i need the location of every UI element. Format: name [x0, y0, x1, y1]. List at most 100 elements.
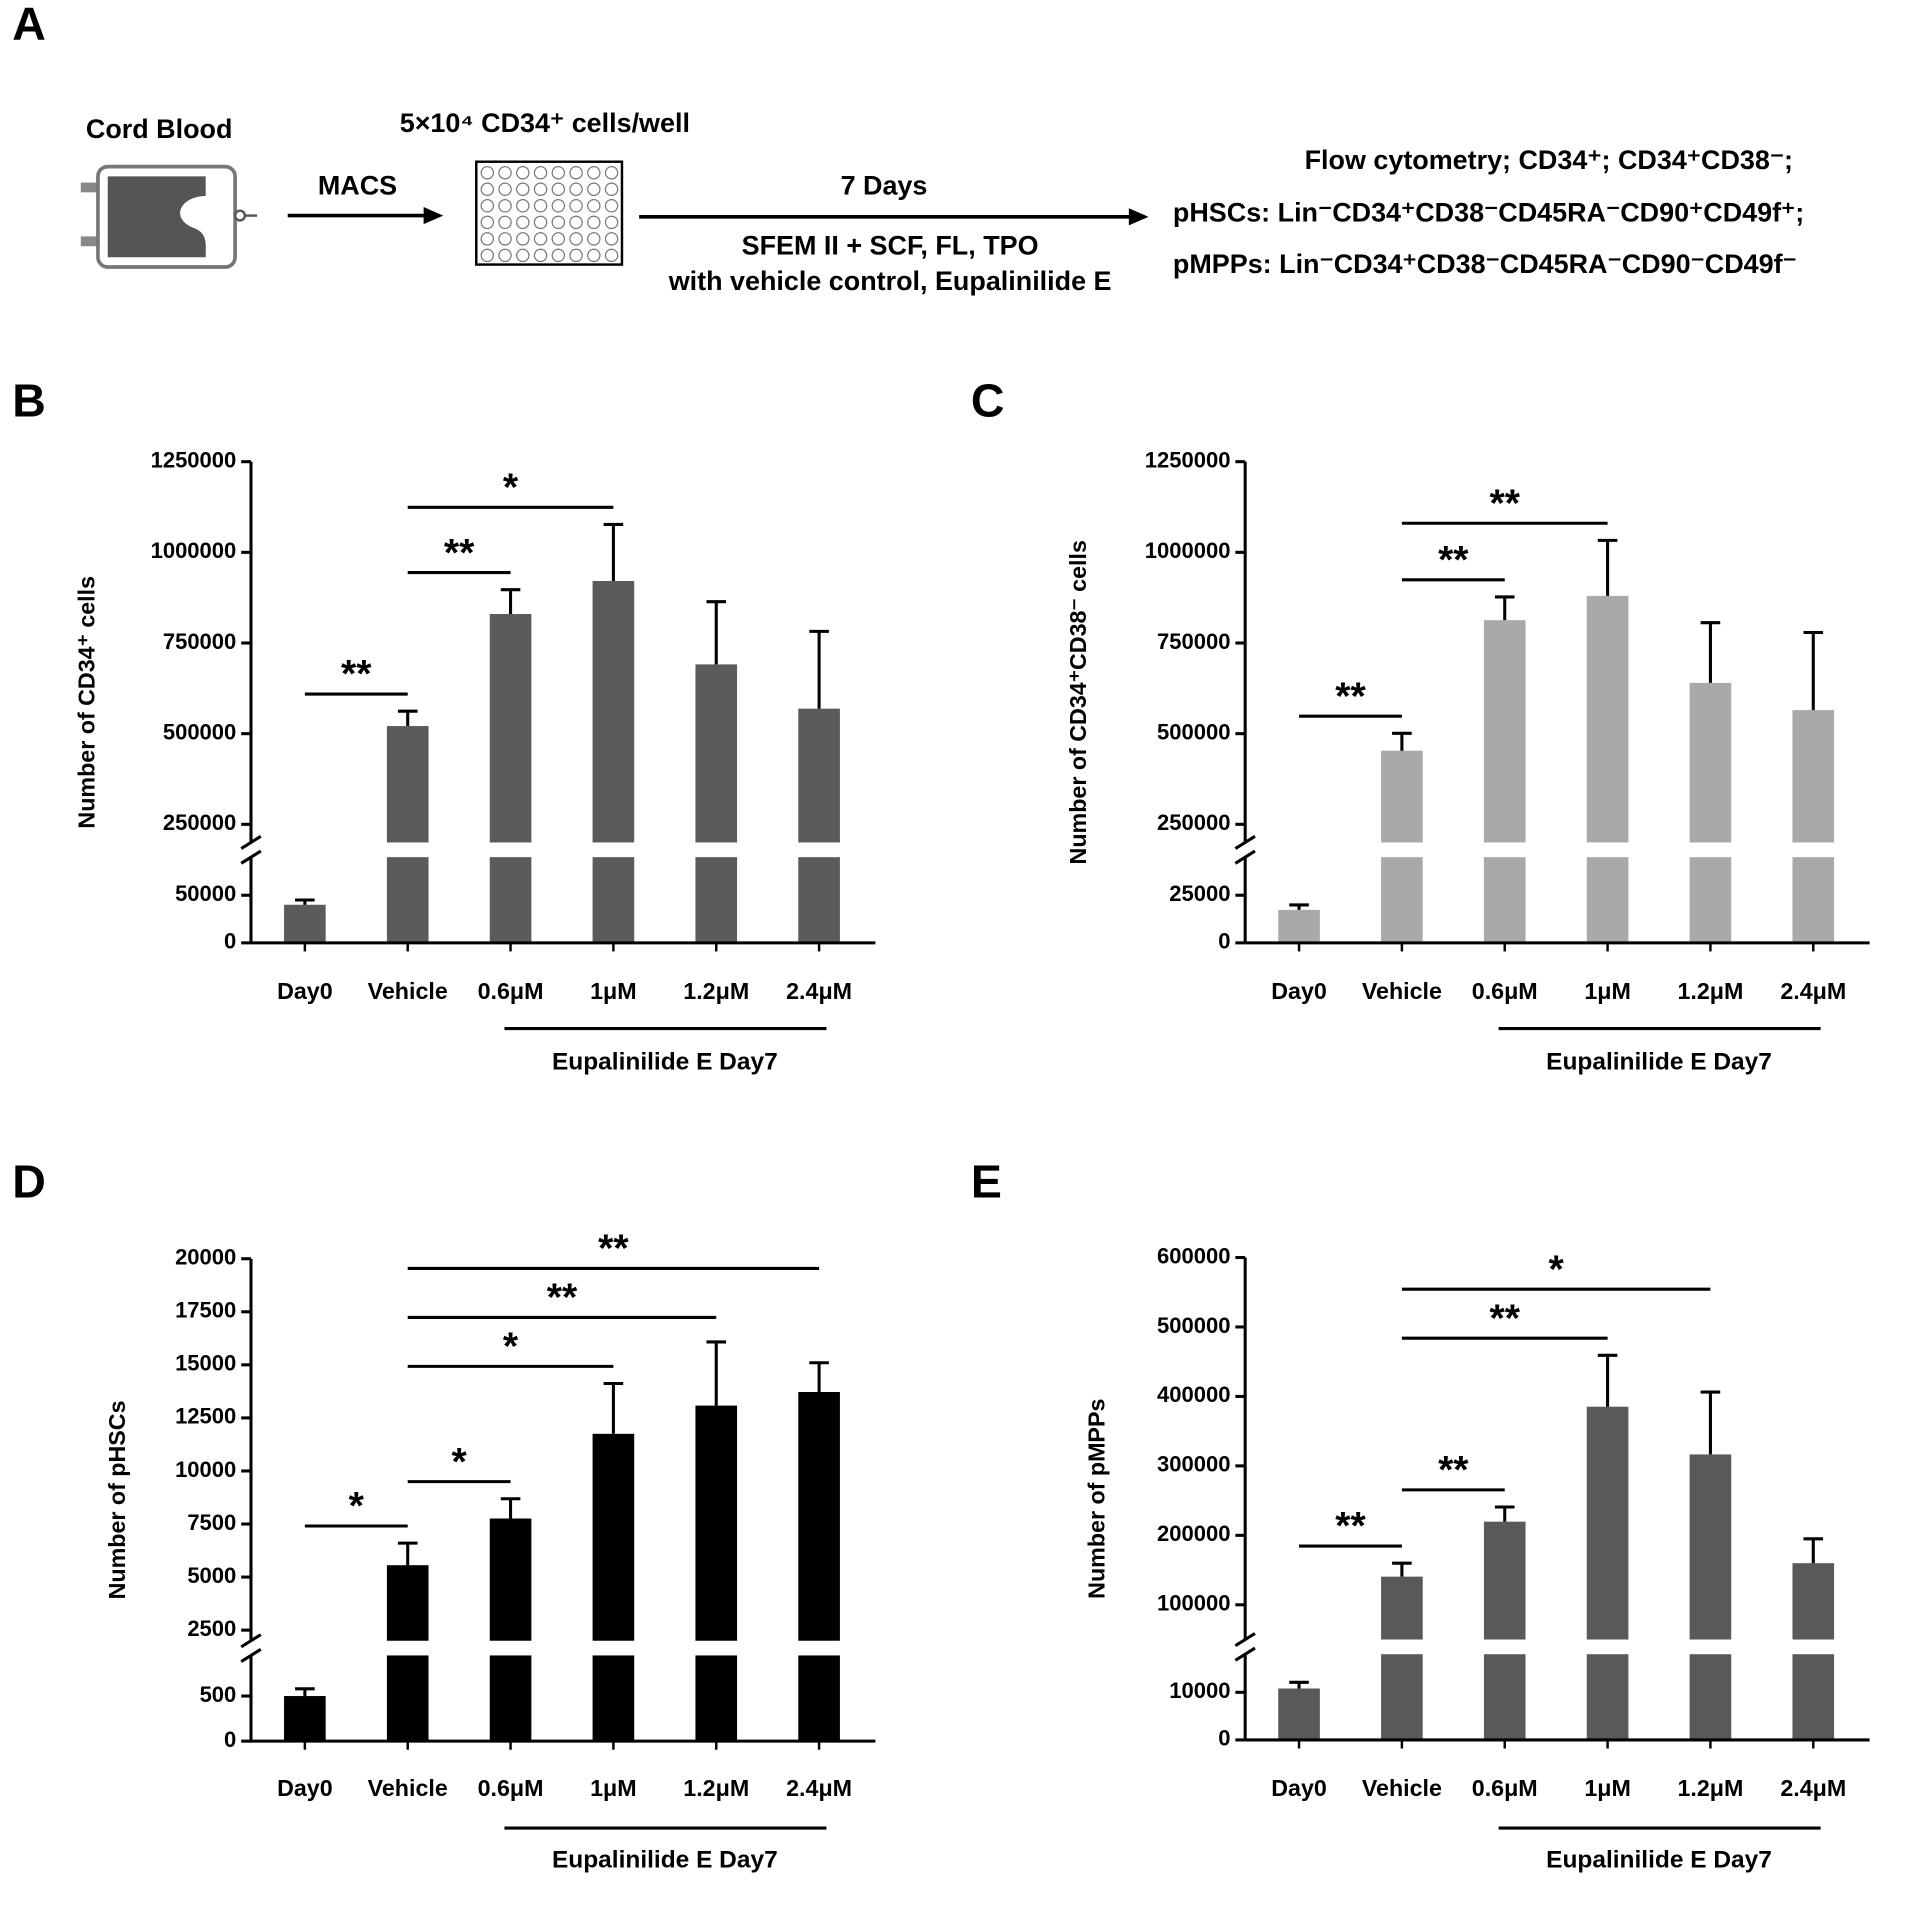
significance-label: ** — [1335, 675, 1366, 718]
error-bar — [1494, 595, 1515, 621]
bar — [284, 904, 326, 943]
axis-break-gap — [252, 1640, 877, 1656]
y-tick-label: 250000 — [163, 810, 236, 835]
bar — [1689, 1454, 1732, 1740]
axis-break-mark — [240, 1633, 262, 1649]
x-tick-label: Day0 — [1271, 1775, 1327, 1801]
y-tick-label: 25000 — [1169, 881, 1230, 906]
well — [587, 166, 601, 180]
well — [569, 166, 583, 180]
blood-bag-icon — [80, 164, 258, 269]
cells-label: 5×10⁴ CD34⁺ cells/well — [400, 108, 690, 138]
significance-label: ** — [1438, 1449, 1469, 1492]
well — [551, 232, 566, 246]
y-tick-label: 600000 — [1157, 1243, 1230, 1268]
axis-break-mark — [240, 835, 262, 850]
y-tick-label: 500000 — [163, 719, 236, 744]
well — [551, 215, 566, 230]
well — [533, 182, 548, 196]
error-bar — [397, 709, 418, 727]
well — [587, 248, 601, 263]
significance-label: ** — [1489, 482, 1520, 525]
y-tick-label: 0 — [224, 929, 236, 954]
well — [516, 199, 530, 213]
significance-label: * — [503, 1326, 519, 1369]
error-bar — [603, 1381, 624, 1434]
x-tick-label: 2.4μM — [786, 1775, 852, 1801]
bar — [798, 1392, 840, 1742]
panel-a: A Cord Blood MACS 5×10⁴ CD34⁺ cells/well… — [12, 0, 1804, 296]
axis-break-gap — [252, 842, 877, 858]
significance-label: * — [1549, 1248, 1565, 1291]
well — [551, 182, 566, 196]
bar — [1381, 1576, 1423, 1740]
significance-label: ** — [1489, 1297, 1520, 1340]
axis-break-gap — [1246, 842, 1871, 858]
x-tick-label: 1.2μM — [1677, 1775, 1743, 1801]
y-tick-label: 12500 — [175, 1404, 236, 1429]
significance-label: ** — [547, 1277, 578, 1320]
panel-letter: C — [971, 374, 1005, 426]
x-tick-label: 2.4μM — [1780, 978, 1846, 1004]
treatment-label: with vehicle control, Eupalinilide E — [668, 266, 1112, 296]
y-tick-label: 500000 — [1157, 1313, 1230, 1338]
y-axis-label: Number of CD34⁺ cells — [73, 576, 99, 829]
y-tick-label: 1250000 — [151, 447, 237, 472]
well — [480, 182, 495, 196]
y-tick-label: 500 — [200, 1682, 237, 1707]
well — [587, 199, 601, 213]
axis-break-mark — [240, 1648, 262, 1663]
panel-letter: D — [12, 1156, 46, 1208]
well — [533, 199, 548, 213]
x-tick-label: Vehicle — [368, 978, 448, 1004]
x-tick-label: Vehicle — [368, 1775, 448, 1801]
group-label: Eupalinilide E Day7 — [1546, 1847, 1772, 1874]
well — [604, 248, 619, 263]
error-bar — [1494, 1505, 1515, 1522]
bar — [798, 708, 840, 943]
well — [533, 215, 548, 230]
well — [516, 166, 530, 180]
well — [569, 199, 583, 213]
x-tick-label: 0.6μM — [478, 978, 544, 1004]
x-tick-label: Vehicle — [1362, 1775, 1442, 1801]
error-bar — [1597, 1353, 1618, 1407]
y-tick-label: 1250000 — [1145, 447, 1231, 472]
bar — [489, 1518, 532, 1742]
y-tick-label: 17500 — [175, 1298, 236, 1323]
x-tick-label: 1.2μM — [683, 978, 749, 1004]
error-bar — [295, 1687, 315, 1697]
x-tick-label: 1μM — [1584, 1775, 1631, 1801]
step-label: MACS — [318, 171, 397, 201]
well — [604, 215, 619, 230]
well — [533, 232, 548, 246]
significance-label: * — [452, 1441, 468, 1484]
bar — [386, 726, 429, 943]
well — [587, 215, 601, 230]
group-label: Eupalinilide E Day7 — [552, 1847, 778, 1874]
axis-break-gap — [1246, 1639, 1871, 1655]
x-tick-label: 1μM — [590, 978, 637, 1004]
error-bar — [809, 629, 829, 709]
readout-line: Flow cytometry; CD34⁺; CD34⁺CD38⁻; — [1305, 145, 1793, 175]
error-bar — [1289, 903, 1309, 910]
well — [604, 166, 619, 180]
x-tick-label: 1μM — [1584, 978, 1631, 1004]
y-tick-label: 750000 — [1157, 629, 1230, 654]
well — [498, 232, 512, 246]
well — [551, 199, 566, 213]
well — [551, 248, 566, 263]
well — [480, 166, 495, 180]
well — [480, 248, 495, 263]
source-label: Cord Blood — [86, 114, 233, 144]
significance-label: ** — [444, 532, 475, 575]
bar — [1483, 620, 1526, 943]
well — [498, 199, 512, 213]
error-bar — [1700, 1390, 1721, 1455]
significance-label: ** — [1335, 1505, 1366, 1548]
bar — [1483, 1521, 1526, 1740]
well — [604, 199, 619, 213]
well — [498, 215, 512, 230]
y-tick-label: 2500 — [187, 1616, 236, 1641]
x-tick-label: 0.6μM — [478, 1775, 544, 1801]
